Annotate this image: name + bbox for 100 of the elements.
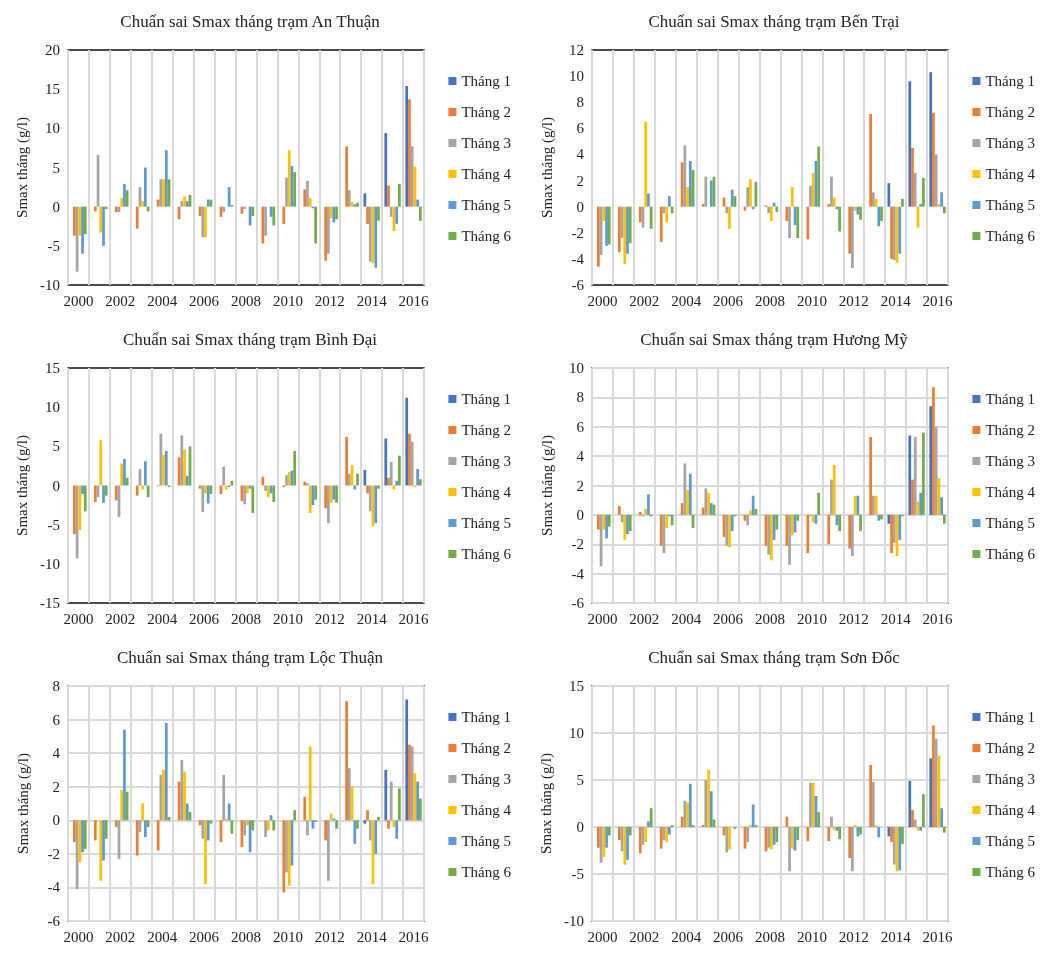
bar: [222, 774, 226, 821]
legend-label: Tháng 5: [461, 833, 512, 849]
x-tick-label: 2012: [838, 610, 869, 627]
bar: [932, 387, 935, 515]
bar: [120, 790, 124, 821]
bar: [356, 820, 359, 829]
bar: [261, 206, 265, 244]
x-tick-label: 2008: [755, 610, 785, 627]
bar: [104, 820, 108, 839]
bar: [770, 514, 773, 561]
y-tick-label: 5: [576, 772, 584, 788]
y-tick-label: 0: [52, 477, 60, 494]
bar: [306, 820, 309, 836]
bar: [704, 176, 708, 207]
legend-label: Tháng 6: [461, 546, 512, 562]
legend-label: Tháng 4: [461, 484, 512, 500]
x-tick-label: 2004: [147, 610, 178, 627]
bar: [728, 206, 731, 229]
bar: [374, 206, 378, 268]
bar: [395, 206, 399, 224]
y-axis-title: Smax tháng (g/l): [14, 753, 32, 854]
y-tick-label: 2: [576, 477, 584, 494]
bar: [796, 206, 800, 238]
legend-label: Tháng 4: [985, 802, 1036, 818]
legend-label: Tháng 3: [985, 453, 1036, 469]
bar: [389, 781, 393, 821]
bar: [922, 177, 925, 207]
bar: [389, 206, 393, 217]
bar: [185, 476, 189, 486]
bar: [418, 798, 422, 821]
bar: [135, 820, 139, 856]
bar: [788, 206, 791, 238]
bar: [293, 451, 297, 486]
legend-label: Tháng 1: [985, 709, 1036, 725]
bar: [418, 206, 422, 221]
bar: [665, 514, 669, 529]
y-tick-label: 10: [569, 68, 584, 85]
bar: [387, 185, 390, 207]
bar: [78, 820, 82, 863]
y-tick-label: -10: [564, 913, 584, 929]
y-tick-label: -4: [47, 879, 61, 896]
bar: [817, 146, 821, 207]
x-tick-label: 2006: [713, 928, 744, 945]
bar: [851, 206, 854, 269]
x-tick-label: 2014: [356, 292, 388, 309]
y-tick-label: 0: [52, 812, 60, 829]
x-tick-label: 2012: [838, 928, 869, 945]
y-tick-label: 5: [52, 159, 60, 176]
bar: [746, 514, 750, 526]
bar: [647, 821, 650, 827]
legend-label: Tháng 3: [985, 135, 1036, 151]
legend-label: Tháng 2: [461, 422, 512, 438]
bar: [183, 771, 186, 821]
bar: [749, 510, 752, 515]
x-tick-label: 2016: [398, 292, 430, 309]
bar: [102, 206, 105, 246]
bar: [78, 485, 82, 531]
chart-title: Chuẩn sai Smax tháng trạm Bến Trại: [648, 12, 900, 31]
bar: [222, 206, 226, 213]
y-tick-label: -6: [571, 595, 585, 611]
y-tick-label: -15: [40, 595, 60, 611]
legend-label: Tháng 6: [985, 228, 1036, 244]
bar: [830, 176, 833, 207]
bar: [363, 193, 367, 207]
y-tick-label: -10: [40, 555, 60, 572]
legend-label: Tháng 6: [461, 864, 512, 880]
bar: [649, 808, 653, 827]
bar: [135, 206, 139, 229]
x-tick-label: 2010: [272, 610, 303, 627]
bar: [934, 738, 938, 827]
bar: [93, 206, 97, 212]
bar: [287, 820, 291, 886]
bar: [206, 485, 210, 504]
bar: [877, 827, 881, 838]
bar: [285, 820, 288, 873]
y-tick-label: 12: [569, 42, 584, 58]
bar: [314, 485, 317, 500]
x-tick-label: 2002: [629, 610, 660, 627]
bar: [272, 485, 276, 502]
bar: [125, 190, 129, 207]
bar: [644, 121, 648, 207]
bar: [859, 206, 862, 220]
legend-label: Tháng 1: [461, 391, 512, 407]
bar: [827, 514, 831, 545]
bar: [607, 514, 611, 527]
bar: [324, 820, 328, 841]
x-tick-label: 2010: [272, 292, 303, 309]
bar: [206, 820, 210, 841]
bar: [156, 199, 160, 207]
bar: [204, 485, 207, 494]
bar: [602, 827, 606, 858]
bar: [680, 162, 684, 207]
legend-label: Tháng 1: [461, 73, 512, 89]
legend-label: Tháng 4: [461, 166, 512, 182]
x-tick-label: 2016: [922, 610, 954, 627]
bar: [135, 485, 139, 496]
bar: [767, 206, 770, 214]
bar: [788, 514, 791, 565]
bar: [144, 167, 147, 207]
bar: [911, 810, 914, 827]
